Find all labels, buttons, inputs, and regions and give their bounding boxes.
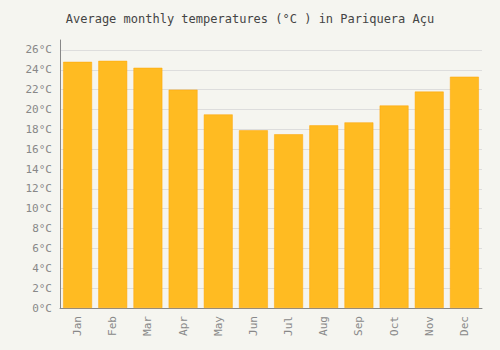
svg-text:0°C: 0°C bbox=[32, 302, 52, 315]
svg-text:Nov: Nov bbox=[423, 316, 436, 336]
svg-text:Apr: Apr bbox=[177, 316, 190, 336]
svg-text:Sep: Sep bbox=[352, 316, 365, 336]
svg-text:Aug: Aug bbox=[317, 316, 330, 336]
svg-text:Jul: Jul bbox=[282, 316, 295, 336]
svg-text:Feb: Feb bbox=[106, 316, 119, 336]
svg-text:8°C: 8°C bbox=[32, 222, 52, 235]
svg-text:Dec: Dec bbox=[458, 316, 471, 336]
svg-text:Oct: Oct bbox=[388, 316, 401, 336]
svg-text:16°C: 16°C bbox=[26, 143, 53, 156]
svg-text:26°C: 26°C bbox=[26, 43, 53, 56]
svg-text:Jun: Jun bbox=[247, 316, 260, 336]
svg-text:Average monthly temperatures (: Average monthly temperatures (°C ) in Pa… bbox=[66, 12, 434, 26]
svg-text:22°C: 22°C bbox=[26, 83, 53, 96]
svg-text:6°C: 6°C bbox=[32, 242, 52, 255]
svg-text:May: May bbox=[212, 316, 225, 336]
svg-text:Jan: Jan bbox=[71, 316, 84, 336]
svg-text:Mar: Mar bbox=[141, 316, 154, 336]
svg-text:20°C: 20°C bbox=[26, 103, 53, 116]
svg-text:12°C: 12°C bbox=[26, 182, 53, 195]
svg-text:24°C: 24°C bbox=[26, 63, 53, 76]
svg-text:14°C: 14°C bbox=[26, 163, 53, 176]
svg-text:10°C: 10°C bbox=[26, 202, 53, 215]
svg-text:4°C: 4°C bbox=[32, 262, 52, 275]
svg-text:18°C: 18°C bbox=[26, 123, 53, 136]
svg-text:2°C: 2°C bbox=[32, 282, 52, 295]
